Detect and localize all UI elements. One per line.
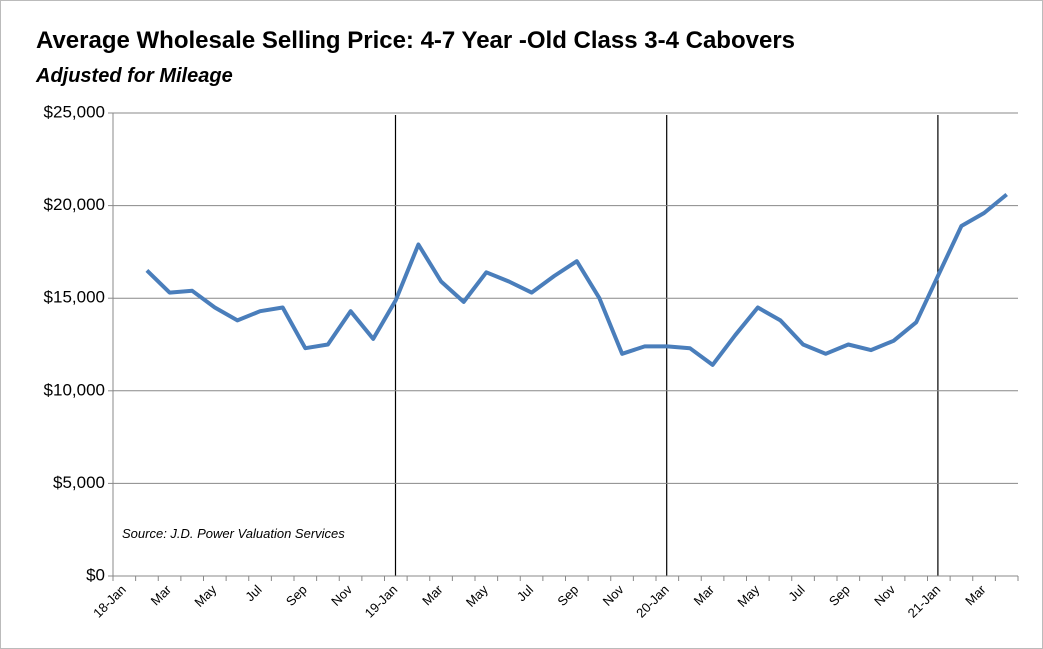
y-tick-label: $0: [86, 565, 105, 584]
y-tick-label: $25,000: [44, 102, 105, 121]
y-tick-label: $20,000: [44, 195, 105, 214]
chart-title: Average Wholesale Selling Price: 4-7 Yea…: [36, 27, 795, 54]
chart-subtitle: Adjusted for Mileage: [35, 65, 233, 87]
data-line: [145, 192, 1008, 367]
y-tick-label: $5,000: [53, 473, 105, 492]
y-tick-label: $15,000: [44, 288, 105, 307]
y-tick-label: $10,000: [44, 380, 105, 399]
source-note: Source: J.D. Power Valuation Services: [122, 526, 345, 541]
